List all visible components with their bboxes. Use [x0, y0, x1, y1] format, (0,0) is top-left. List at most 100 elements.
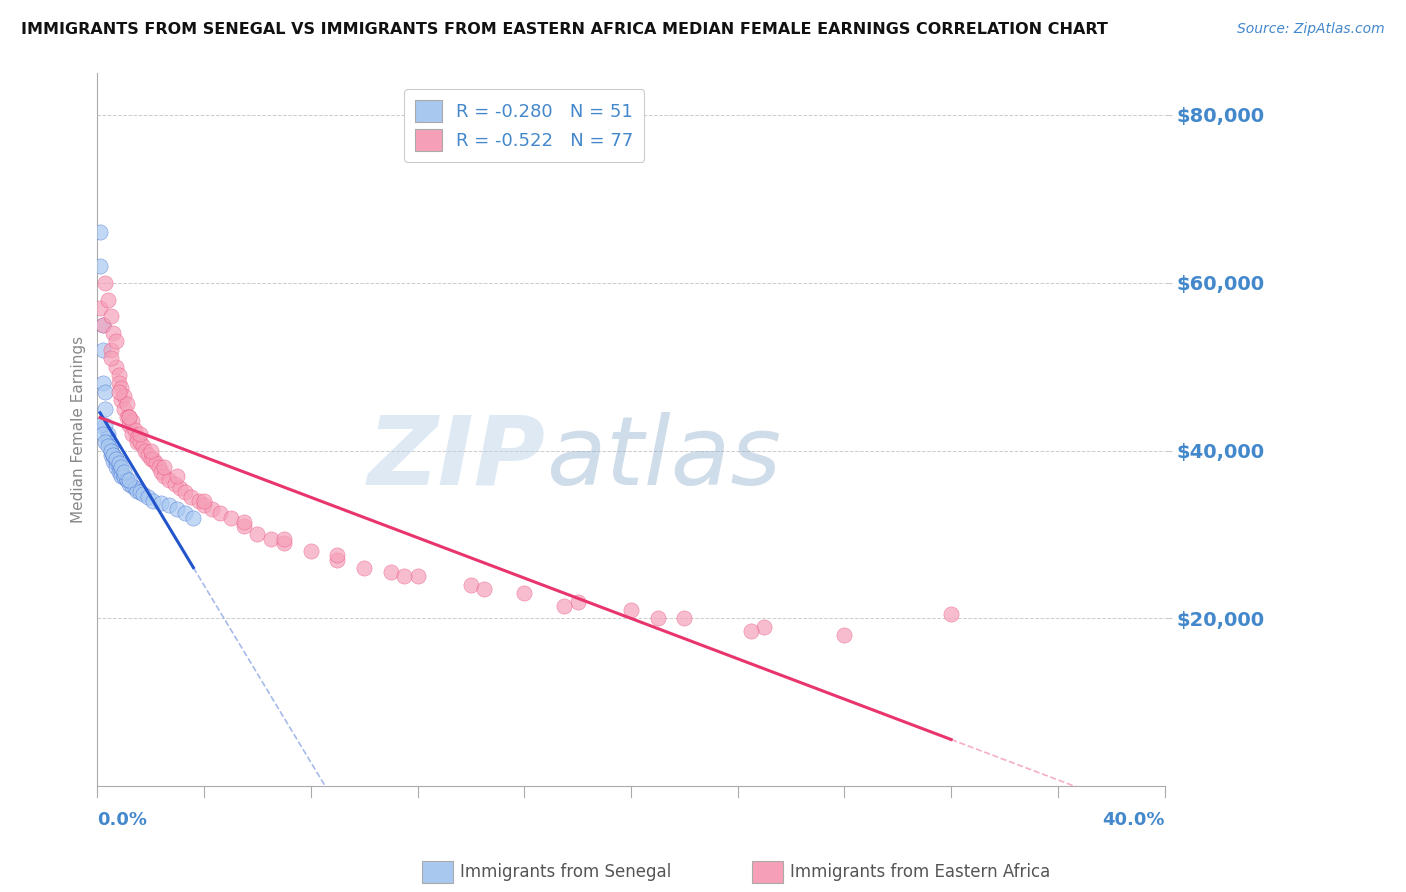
Point [103, 448, 125, 462]
Point [183, 510, 205, 524]
Point [105, 456, 128, 470]
Point [673, 611, 696, 625]
Point [392, 569, 415, 583]
Point [91, 318, 114, 332]
Point [110, 381, 132, 395]
Point [169, 481, 191, 495]
Point [134, 443, 156, 458]
Point [166, 502, 188, 516]
Point [620, 603, 643, 617]
Legend: R = -0.280   N = 51, R = -0.522   N = 77: R = -0.280 N = 51, R = -0.522 N = 77 [404, 89, 644, 162]
Point [97, 435, 120, 450]
Point [136, 490, 159, 504]
Point [157, 498, 180, 512]
Point [129, 426, 152, 441]
Point [273, 536, 295, 550]
Point [89, 226, 111, 240]
Point [107, 376, 129, 391]
Text: IMMIGRANTS FROM SENEGAL VS IMMIGRANTS FROM EASTERN AFRICA MEDIAN FEMALE EARNINGS: IMMIGRANTS FROM SENEGAL VS IMMIGRANTS FR… [21, 22, 1108, 37]
Point [107, 460, 129, 475]
Point [118, 409, 141, 424]
Point [107, 368, 129, 382]
Point [105, 334, 128, 349]
Point [273, 532, 295, 546]
Point [97, 439, 120, 453]
Point [153, 460, 176, 475]
Point [163, 477, 186, 491]
Point [127, 431, 149, 445]
Point [89, 259, 111, 273]
Point [124, 481, 146, 495]
Text: Source: ZipAtlas.com: Source: ZipAtlas.com [1237, 22, 1385, 37]
Point [115, 473, 138, 487]
Point [100, 351, 122, 366]
Point [553, 599, 575, 613]
Point [91, 426, 114, 441]
Point [174, 485, 197, 500]
Point [112, 389, 135, 403]
Point [94, 418, 117, 433]
Point [103, 453, 125, 467]
Point [94, 401, 117, 416]
Point [100, 343, 122, 357]
Text: Immigrants from Eastern Africa: Immigrants from Eastern Africa [790, 863, 1050, 881]
Point [100, 443, 122, 458]
Point [107, 465, 129, 479]
Point [91, 376, 114, 391]
Point [142, 494, 165, 508]
Y-axis label: Median Female Earnings: Median Female Earnings [72, 336, 86, 523]
Point [127, 483, 149, 498]
Point [118, 418, 141, 433]
Point [157, 473, 180, 487]
Point [107, 384, 129, 399]
Point [180, 490, 202, 504]
Point [131, 439, 153, 453]
Point [100, 439, 122, 453]
Point [246, 527, 269, 541]
Point [647, 611, 669, 625]
Point [105, 460, 128, 475]
Point [124, 423, 146, 437]
Point [103, 326, 125, 340]
Point [89, 301, 111, 315]
Point [112, 470, 135, 484]
Point [939, 607, 962, 622]
Point [97, 293, 120, 307]
Point [129, 435, 152, 450]
Point [100, 448, 122, 462]
Point [115, 409, 138, 424]
Point [219, 510, 242, 524]
Point [115, 397, 138, 411]
Point [174, 507, 197, 521]
Point [118, 409, 141, 424]
Point [121, 479, 143, 493]
Point [353, 561, 375, 575]
Text: 40.0%: 40.0% [1102, 812, 1164, 830]
Point [105, 359, 128, 374]
Point [209, 507, 232, 521]
Point [233, 519, 256, 533]
Point [166, 468, 188, 483]
Point [97, 426, 120, 441]
Point [260, 532, 283, 546]
Point [110, 460, 132, 475]
Point [193, 494, 215, 508]
Text: ZIP: ZIP [368, 411, 546, 505]
Text: Immigrants from Senegal: Immigrants from Senegal [460, 863, 671, 881]
Point [145, 456, 167, 470]
Point [460, 578, 482, 592]
Point [380, 565, 402, 579]
Point [131, 487, 153, 501]
Point [148, 460, 170, 475]
Point [129, 485, 152, 500]
Point [105, 452, 128, 467]
Point [110, 393, 132, 408]
Point [201, 502, 224, 516]
Point [103, 448, 125, 462]
Point [754, 620, 776, 634]
Point [89, 418, 111, 433]
Point [326, 549, 349, 563]
Point [127, 435, 149, 450]
Point [187, 494, 209, 508]
Point [110, 468, 132, 483]
